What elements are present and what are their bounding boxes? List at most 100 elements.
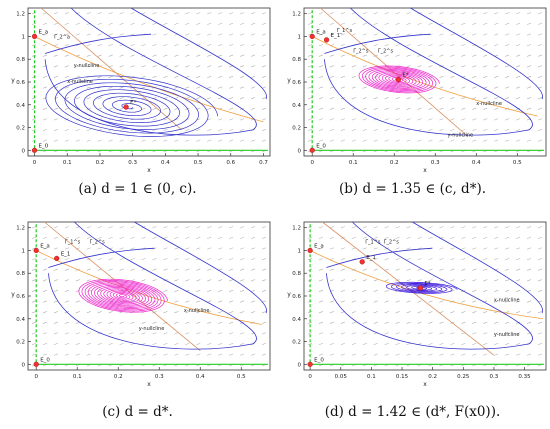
vector-field-arrow [97,139,102,142]
vector-field-arrow [439,226,444,229]
x-tick-label: 0.4 [161,160,170,166]
vector-field-arrow [515,139,521,142]
vector-field-arrow [261,97,267,100]
vector-field-arrow [97,22,102,25]
vector-field-arrow [218,44,223,47]
vector-field-arrow [450,12,455,15]
vector-field-arrow [307,97,313,100]
vector-field-arrow [108,268,113,271]
vector-field-arrow [86,33,91,36]
panel-b: 0 0.1 0.2 0.3 0.4 0.5 0 0.2 0.4 0.6 0.8 1 1.2 x y E_0 E_… [280,4,550,174]
vector-field-arrow [417,258,422,261]
vector-field-arrow [86,97,91,100]
vector-field-arrow [86,118,91,121]
vector-field-arrow [239,236,245,239]
vector-field-arrow [318,118,324,121]
vector-field-arrow [505,118,510,121]
vector-field-arrow [239,353,245,356]
vector-field-arrow [152,353,157,356]
vector-field-arrow [439,139,444,142]
vector-field-arrow [318,311,324,314]
vector-field-arrow [86,289,91,292]
vector-field-arrow [307,107,313,110]
vector-field-arrow [515,128,521,132]
vector-field-arrow [152,107,157,110]
vector-field-arrow [42,44,48,47]
vector-field-arrow [174,226,179,229]
vector-field-arrow [42,107,48,110]
vector-field-arrow [417,107,422,110]
vector-field-arrow [340,12,345,15]
vector-field-arrow [64,12,69,15]
vector-field-arrow [31,118,37,121]
vector-field-arrow [318,300,324,303]
equilibrium-point [395,77,401,83]
vector-field-arrow [351,258,356,261]
vector-field-arrow [340,353,345,356]
vector-field-arrow [537,226,543,229]
vector-field-arrow [307,236,313,239]
vector-field-arrow [384,279,389,282]
vector-field-arrow [395,33,400,36]
vector-field-arrow [340,300,345,303]
vector-field-arrow [207,258,212,261]
vector-field-arrow [75,342,80,346]
trajectory-outer [325,221,533,350]
vector-field-arrow [86,65,91,68]
vector-field-arrow [185,226,190,229]
vector-field-arrow [428,311,433,314]
vector-field-arrow [119,332,124,335]
x-tick-label: 0.4 [472,160,481,166]
vector-field-arrow [526,268,532,271]
vector-field-arrow [97,33,102,36]
spiral-trajectory [358,65,440,94]
vector-field-arrow [472,332,477,335]
vector-field-arrow [406,247,411,250]
vector-field [307,226,543,367]
vector-field-arrow [250,75,256,78]
vector-field-arrow [439,342,444,346]
vector-field-arrow [174,139,179,142]
vector-field-arrow [108,107,113,110]
vector-field-arrow [472,44,477,47]
vector-field-arrow [428,44,433,47]
vector-field-arrow [329,311,335,314]
vector-field-arrow [218,86,223,89]
vector-field-arrow [130,139,135,142]
vector-field-arrow [494,236,499,239]
trajectory-separatrix [326,247,433,268]
vector-field-arrow [515,300,521,303]
vector-field-arrow [108,258,113,261]
vector-field-arrow [362,289,367,292]
vector-field-arrow [515,311,521,314]
vector-field-arrow [483,268,488,271]
vector-field-arrow [218,139,223,142]
vector-field-arrow [515,22,521,25]
vector-field-arrow [526,247,532,250]
y-tick-label: 0.6 [292,294,301,300]
vector-field-arrow [218,321,223,324]
vector-field-arrow [395,268,400,271]
vector-field-arrow [537,139,543,142]
x-axis-label: x [147,381,151,388]
vector-field-arrow [472,342,477,346]
vector-field-arrow [152,321,157,324]
vector-field-arrow [318,128,324,132]
panel-d: 0 0.05 0.1 0.15 0.2 0.25 0.3 0.35 0 0.2 0.4 0.6 0.8 1… [280,218,550,388]
vector-field-arrow [218,75,223,78]
trajectory-upper [412,221,543,314]
vector-field-arrow [250,268,256,271]
vector-field-arrow [526,258,532,261]
vector-field-arrow [185,311,190,314]
curve-annotation: Γ_2^s [384,240,400,246]
vector-field-arrow [250,12,256,15]
vector-field-arrow [494,75,499,78]
vector-field-arrow [362,321,367,324]
vector-field-arrow [318,44,324,47]
vector-field-arrow [526,22,532,25]
vector-field-arrow [373,128,378,132]
vector-field-arrow [196,97,201,100]
vector-field-arrow [461,311,466,314]
vector-field-arrow [130,22,135,25]
vector-field-arrow [53,226,59,229]
